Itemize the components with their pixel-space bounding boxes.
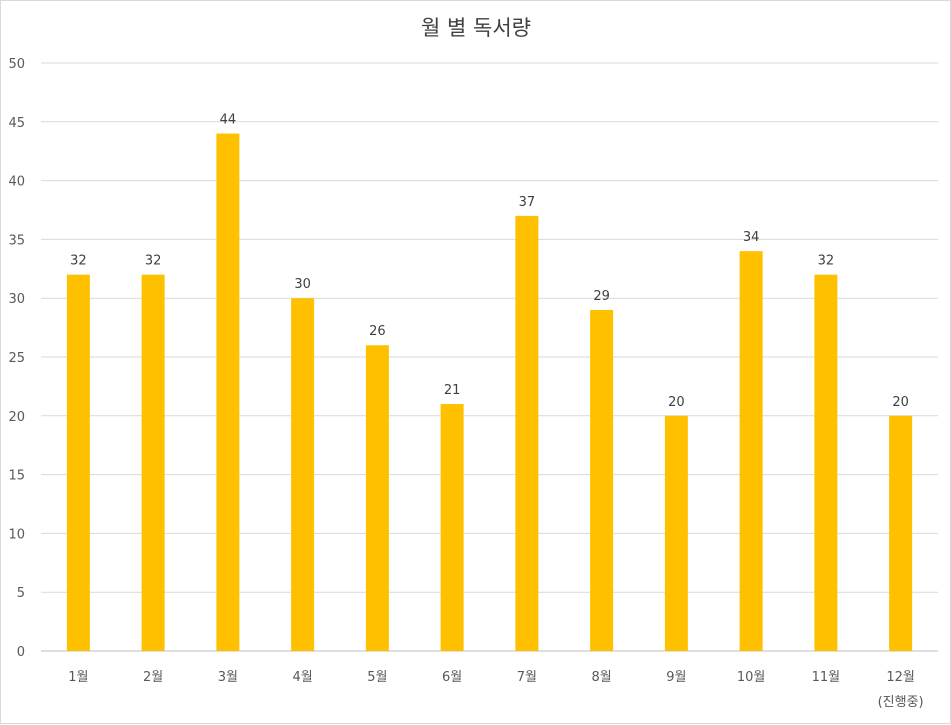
- x-tick-label: 11월: [812, 670, 841, 685]
- bar: [739, 251, 763, 651]
- x-tick-label: 3월: [218, 670, 238, 685]
- x-tick-label: 2월: [143, 670, 163, 685]
- bar: [141, 274, 165, 651]
- chart-title: 월 별 독서량: [421, 16, 531, 40]
- bar: [365, 345, 389, 651]
- bar: [664, 415, 688, 651]
- bar: [440, 404, 464, 651]
- x-tick-label: 7월: [517, 670, 537, 685]
- data-label: 32: [145, 254, 162, 269]
- y-tick-label: 50: [8, 57, 25, 72]
- data-label: 20: [668, 395, 685, 410]
- y-tick-label: 45: [8, 116, 25, 131]
- data-label: 30: [294, 277, 311, 292]
- x-tick-label: 8월: [592, 670, 612, 685]
- y-tick-label: 30: [8, 292, 25, 307]
- data-label: 44: [220, 113, 237, 128]
- x-tick-label: 1월: [68, 670, 88, 685]
- bar: [216, 133, 240, 651]
- x-tick-label: 9월: [666, 670, 686, 685]
- data-label: 26: [369, 324, 386, 339]
- y-tick-label: 25: [8, 351, 25, 366]
- y-tick-label: 15: [8, 469, 25, 484]
- y-tick-label: 5: [17, 586, 25, 601]
- bar: [515, 215, 539, 651]
- x-tick-label: 10월: [737, 670, 766, 685]
- x-tick-note: (진행중): [878, 694, 924, 710]
- bar: [66, 274, 90, 651]
- data-label: 21: [444, 383, 461, 398]
- y-tick-label: 10: [8, 527, 25, 542]
- bar: [889, 415, 913, 651]
- x-axis-labels: 1월 2월 3월 4월 5월 6월 7월 8월 9월 10월 11월 12월 (진행중): [68, 670, 923, 710]
- data-label: 20: [892, 395, 909, 410]
- gridlines: [41, 62, 938, 652]
- x-tick-label: 12월: [886, 670, 915, 685]
- data-label: 32: [818, 254, 835, 269]
- y-tick-label: 20: [8, 410, 25, 425]
- y-axis-ticks: 0 5 10 15 20 25 30 35 40 45 50: [8, 57, 25, 660]
- y-tick-label: 35: [8, 233, 25, 248]
- bar: [291, 298, 315, 651]
- bar: [814, 274, 838, 651]
- x-tick-label: 5월: [367, 670, 387, 685]
- y-tick-label: 0: [17, 645, 25, 660]
- data-label: 29: [593, 289, 610, 304]
- bars: [66, 133, 913, 651]
- data-labels: 32 32 44 30 26 21 37 29 20 34 32 20: [70, 113, 909, 410]
- data-label: 37: [519, 195, 536, 210]
- data-label: 32: [70, 254, 87, 269]
- data-label: 34: [743, 230, 760, 245]
- x-tick-label: 4월: [293, 670, 313, 685]
- bar: [590, 309, 614, 651]
- y-tick-label: 40: [8, 175, 25, 190]
- x-tick-label: 6월: [442, 670, 462, 685]
